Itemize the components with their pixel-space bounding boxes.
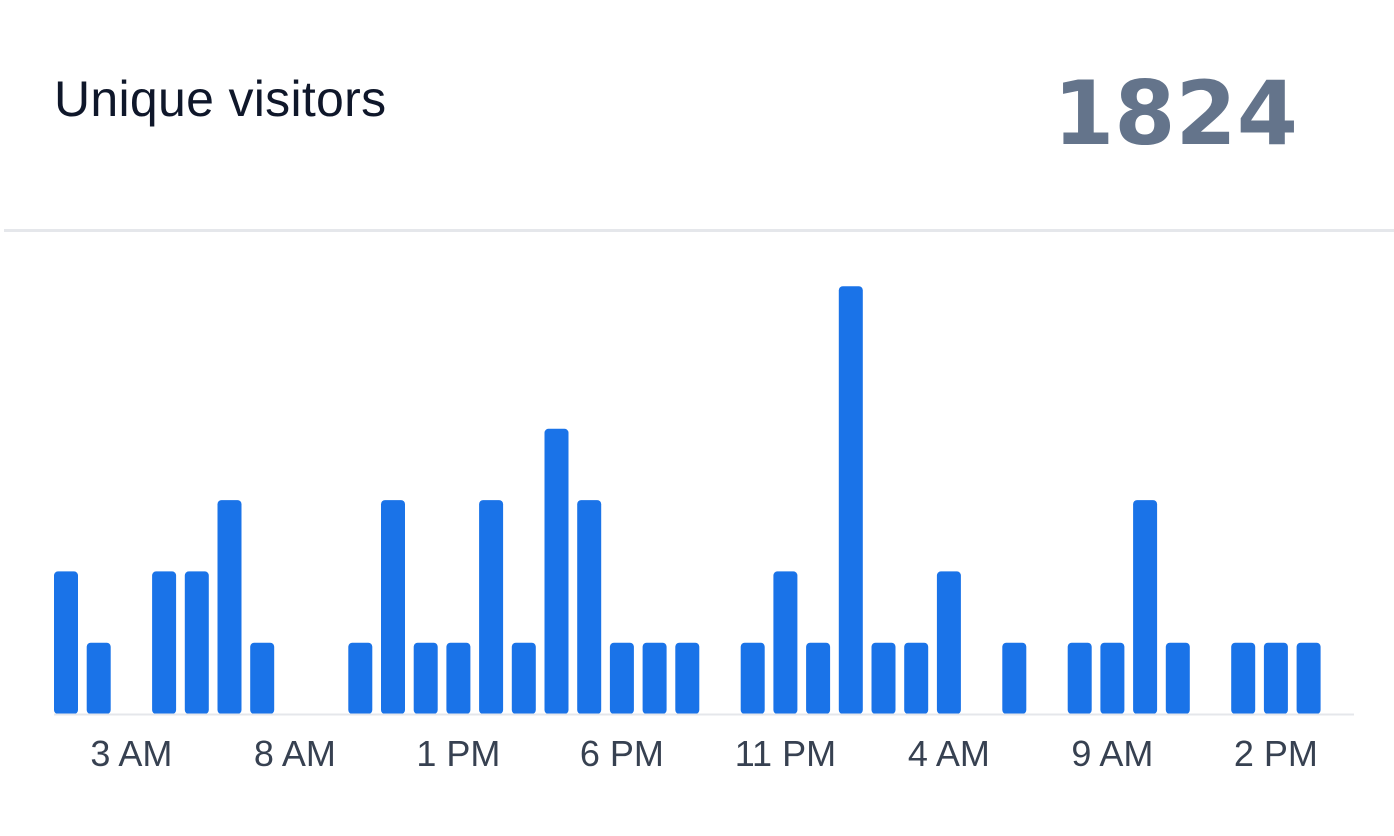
bar-18 — [642, 642, 667, 714]
x-tick-label: 9 AM — [1071, 733, 1153, 774]
bar-23 — [806, 642, 831, 714]
bar-24 — [838, 286, 863, 714]
bar-15 — [544, 428, 569, 714]
bar-27 — [936, 571, 961, 714]
x-tick-label: 4 AM — [908, 733, 990, 774]
x-tick-label: 6 PM — [580, 733, 664, 774]
bar-17 — [609, 642, 634, 714]
bar-22 — [773, 571, 798, 714]
bar-4 — [184, 571, 209, 714]
bar-5 — [217, 500, 242, 714]
card-title: Unique visitors — [54, 71, 387, 127]
bar-37 — [1263, 642, 1288, 714]
x-tick-label: 1 PM — [416, 733, 500, 774]
visitor-total: 1824 — [1053, 62, 1298, 165]
header-divider — [4, 229, 1394, 232]
bar-9 — [348, 642, 373, 714]
bar-3 — [152, 571, 177, 714]
bar-11 — [413, 642, 438, 714]
bar-36 — [1231, 642, 1256, 714]
bar-31 — [1067, 642, 1092, 714]
bar-19 — [675, 642, 700, 714]
bar-13 — [479, 500, 504, 714]
bar-1 — [86, 642, 111, 714]
x-tick-labels: 3 AM 8 AM 1 PM 6 PM 11 PM 4 AM 9 AM 2 PM — [90, 733, 1318, 774]
bar-6 — [250, 642, 275, 714]
x-tick-label: 11 PM — [735, 733, 836, 774]
bar-38 — [1296, 642, 1321, 714]
bar-14 — [511, 642, 536, 714]
bar-10 — [381, 500, 405, 714]
bar-29 — [1002, 642, 1027, 714]
x-tick-label: 3 AM — [90, 733, 172, 774]
bar-group — [54, 286, 1321, 714]
bar-25 — [871, 642, 896, 714]
bar-32 — [1100, 642, 1125, 714]
x-tick-label: 2 PM — [1234, 733, 1318, 774]
bar-21 — [740, 642, 765, 714]
bar-33 — [1133, 500, 1158, 714]
x-tick-label: 8 AM — [254, 733, 336, 774]
bar-0 — [54, 571, 78, 714]
bar-16 — [577, 500, 602, 714]
bar-12 — [446, 642, 471, 714]
bar-26 — [904, 642, 929, 714]
bar-34 — [1165, 642, 1190, 714]
